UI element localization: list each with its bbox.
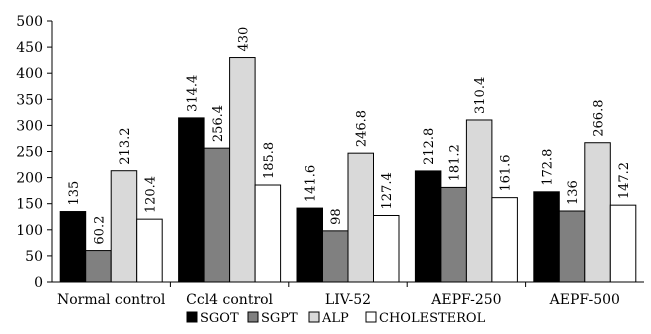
- bar-sgot-2: [178, 117, 205, 283]
- bar-alp-1: [110, 170, 138, 283]
- y-tick-label: 150: [16, 197, 43, 213]
- data-label: 161.6: [499, 154, 514, 191]
- data-label: 147.2: [617, 162, 632, 199]
- data-label: 135: [67, 181, 82, 206]
- data-label: 266.8: [592, 100, 607, 137]
- legend: SGOT SGPT ALP CHOLESTEROL: [186, 311, 486, 326]
- category-label: AEPF-500: [549, 292, 620, 308]
- y-tick-label: 250: [16, 145, 43, 161]
- legend-label-sgpt: SGPT: [261, 311, 298, 326]
- bar-sgot-4: [414, 170, 442, 283]
- data-label: 430: [236, 27, 251, 52]
- bar-cholesterol-5: [609, 204, 637, 283]
- category-label: AEPF-250: [430, 292, 501, 308]
- y-axis: 0 50 100 150 200 250 300 350 400 450 500: [16, 14, 53, 291]
- data-label: 127.4: [380, 172, 395, 209]
- legend-label-sgot: SGOT: [200, 311, 239, 326]
- legend-swatch-alp: [308, 311, 320, 323]
- data-labels: 135 60.2 213.2 120.4 314.4 256.4 430 185.8 141.6…: [67, 27, 632, 245]
- legend-swatch-sgot: [186, 311, 198, 323]
- y-tick-label: 300: [16, 118, 43, 134]
- bar-alp-3: [347, 152, 374, 283]
- bar-sgot-3: [296, 207, 323, 283]
- y-tick-label: 200: [16, 171, 43, 187]
- legend-label-cholesterol: CHOLESTEROL: [379, 311, 486, 326]
- legend-label-alp: ALP: [321, 311, 349, 326]
- bar-sgpt-1: [85, 250, 112, 283]
- bars: [59, 57, 637, 283]
- legend-swatch-cholesterol: [365, 311, 377, 323]
- legend-swatch-sgpt: [247, 311, 259, 323]
- data-label: 181.2: [448, 144, 463, 181]
- bar-cholesterol-3: [373, 214, 400, 283]
- data-label: 60.2: [92, 216, 107, 245]
- data-label: 141.6: [304, 165, 319, 202]
- data-label: 98: [329, 208, 344, 225]
- x-axis: Normal control Ccl4 control LIV-52 AEPF-250…: [52, 281, 644, 308]
- y-tick-label: 100: [16, 223, 43, 239]
- y-tick-label: 350: [16, 92, 43, 108]
- category-label: LIV-52: [325, 292, 371, 308]
- data-label: 212.8: [422, 128, 437, 165]
- y-tick-label: 500: [16, 14, 43, 30]
- data-label: 314.4: [185, 75, 200, 112]
- data-label: 256.4: [211, 105, 226, 142]
- data-label: 172.8: [541, 149, 556, 186]
- y-tick-label: 400: [16, 66, 43, 82]
- data-label: 185.8: [262, 142, 277, 179]
- data-label: 136: [566, 180, 581, 205]
- bar-alp-5: [584, 142, 611, 283]
- bar-alp-2: [229, 57, 256, 283]
- bar-sgpt-4: [440, 186, 467, 283]
- data-label: 310.4: [473, 77, 488, 114]
- bar-sgot-1: [59, 211, 87, 283]
- bar-sgpt-5: [558, 210, 586, 283]
- bar-cholesterol-1: [136, 218, 163, 283]
- bar-sgpt-2: [203, 147, 231, 283]
- bar-sgpt-3: [322, 230, 349, 283]
- data-label: 246.8: [355, 110, 370, 147]
- bar-cholesterol-2: [254, 184, 282, 283]
- bar-sgot-5: [533, 191, 560, 283]
- data-label: 120.4: [143, 176, 158, 213]
- y-tick-label: 450: [16, 40, 43, 56]
- category-label: Ccl4 control: [186, 292, 273, 308]
- y-tick-label: 0: [34, 275, 43, 291]
- bar-alp-4: [465, 119, 493, 283]
- data-label: 213.2: [118, 127, 133, 164]
- category-label: Normal control: [57, 292, 166, 308]
- bar-cholesterol-4: [491, 197, 518, 283]
- y-tick-label: 50: [25, 249, 43, 265]
